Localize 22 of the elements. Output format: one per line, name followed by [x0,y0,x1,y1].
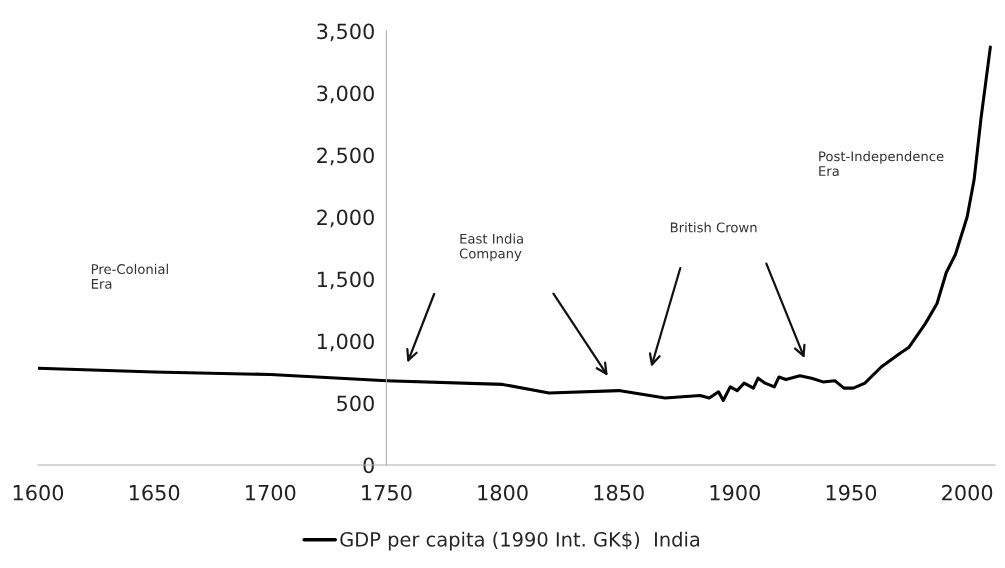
y-tick-label: 500 [337,395,374,412]
x-tick-label: 1650 [129,484,180,501]
legend-label: GDP per capita (1990 Int. GK$) India [340,531,700,551]
x-tick-label: 1800 [478,484,528,501]
x-tick-label: 1850 [594,484,644,501]
y-tick-label: 3,000 [317,85,374,104]
x-tick-label: 1750 [362,484,412,501]
x-tick-label: 2000 [942,484,993,501]
annotation: British Crown [670,222,757,233]
y-tick-label: 2,500 [317,147,374,166]
annotation: East India Company [459,233,523,262]
x-tick-label: 1900 [710,484,760,501]
x-tick-label: 1700 [246,484,296,501]
annotation: Post-Independence Era [819,151,944,176]
y-tick-label: 2,000 [317,209,374,228]
y-tick-label: 3,500 [317,23,374,42]
annotation: Pre-Colonial Era [91,263,168,289]
x-tick-label: 1950 [826,484,877,501]
x-tick-label: 1600 [13,484,64,501]
y-tick-label: 1,000 [317,333,374,352]
y-tick-label: 0 [363,457,374,474]
y-tick-label: 1,500 [317,271,374,290]
